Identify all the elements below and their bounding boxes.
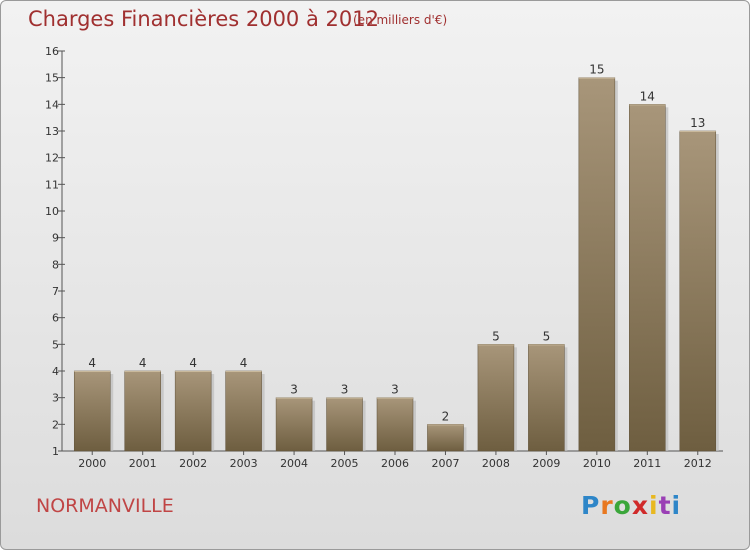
y-tick-label: 5: [52, 338, 59, 351]
x-tick-label: 2004: [280, 457, 308, 470]
y-tick-label: 11: [45, 178, 59, 191]
x-tick-label: 2002: [179, 457, 207, 470]
logo-letter: o: [613, 491, 632, 520]
x-tick-label: 2011: [633, 457, 661, 470]
bar: [174, 370, 212, 452]
x-tick-label: 2009: [532, 457, 560, 470]
bar: [578, 77, 616, 452]
y-tick-label: 2: [52, 418, 59, 431]
labels: 4 2000 4 2001 4 2002 4 2003 3 2004 3 2005 3 2006 2 2007…: [78, 63, 712, 470]
logo-letter: r: [600, 491, 614, 520]
bar: [528, 344, 565, 452]
y-tick-label: 8: [52, 258, 59, 271]
x-tick-label: 2010: [583, 457, 611, 470]
bars: [73, 77, 719, 452]
x-tick-label: 2007: [431, 457, 459, 470]
x-tick-label: 2006: [381, 457, 409, 470]
y-tick-label: 10: [45, 205, 59, 218]
y-tick-label: 15: [45, 72, 59, 85]
data-label: 4: [189, 356, 197, 370]
logo-letter: P: [581, 491, 601, 520]
y-tick-label: 9: [52, 232, 59, 245]
x-tick-label: 2000: [78, 457, 106, 470]
bar: [629, 104, 666, 452]
bar: [679, 130, 717, 452]
y-tick-label: 4: [52, 365, 59, 378]
data-label: 3: [341, 383, 349, 397]
y-tick-label: 12: [45, 152, 59, 165]
logo-letter: i: [649, 491, 659, 520]
logo-letter: t: [658, 491, 672, 520]
proxiti-logo: Proxiti: [581, 491, 681, 520]
data-label: 3: [290, 383, 298, 397]
x-tick-label: 2008: [482, 457, 510, 470]
commune-name: NORMANVILLE: [36, 495, 174, 517]
data-label: 4: [240, 356, 248, 370]
bar: [326, 397, 363, 452]
logo-letter: i: [671, 491, 682, 520]
bar: [275, 397, 313, 452]
bar: [124, 370, 161, 452]
logo-letter: x: [631, 491, 649, 520]
data-label: 14: [640, 89, 655, 103]
bar: [427, 424, 464, 452]
bar: [477, 344, 515, 452]
y-tick-label: 16: [45, 45, 59, 58]
data-label: 4: [88, 356, 96, 370]
y-tick-label: 6: [52, 312, 59, 325]
bar: [73, 370, 111, 452]
x-tick-label: 2005: [331, 457, 359, 470]
x-tick-label: 2001: [129, 457, 157, 470]
y-tick-label: 3: [52, 392, 59, 405]
bar: [225, 370, 262, 452]
x-tick-label: 2003: [230, 457, 258, 470]
data-label: 3: [391, 383, 399, 397]
data-label: 5: [543, 329, 551, 343]
data-label: 15: [589, 63, 604, 77]
data-label: 4: [139, 356, 147, 370]
chart-title: Charges Financières 2000 à 2012: [28, 7, 379, 31]
y-tick-label: 1: [52, 445, 59, 458]
x-tick-label: 2012: [684, 457, 712, 470]
bar: [376, 397, 414, 452]
y-tick-label: 14: [45, 98, 59, 111]
data-label: 13: [690, 116, 705, 130]
data-label: 2: [442, 409, 450, 423]
chart-subtitle: (en milliers d'€): [353, 13, 448, 27]
y-tick-label: 13: [45, 125, 59, 138]
y-tick-label: 7: [52, 285, 59, 298]
data-label: 5: [492, 329, 500, 343]
